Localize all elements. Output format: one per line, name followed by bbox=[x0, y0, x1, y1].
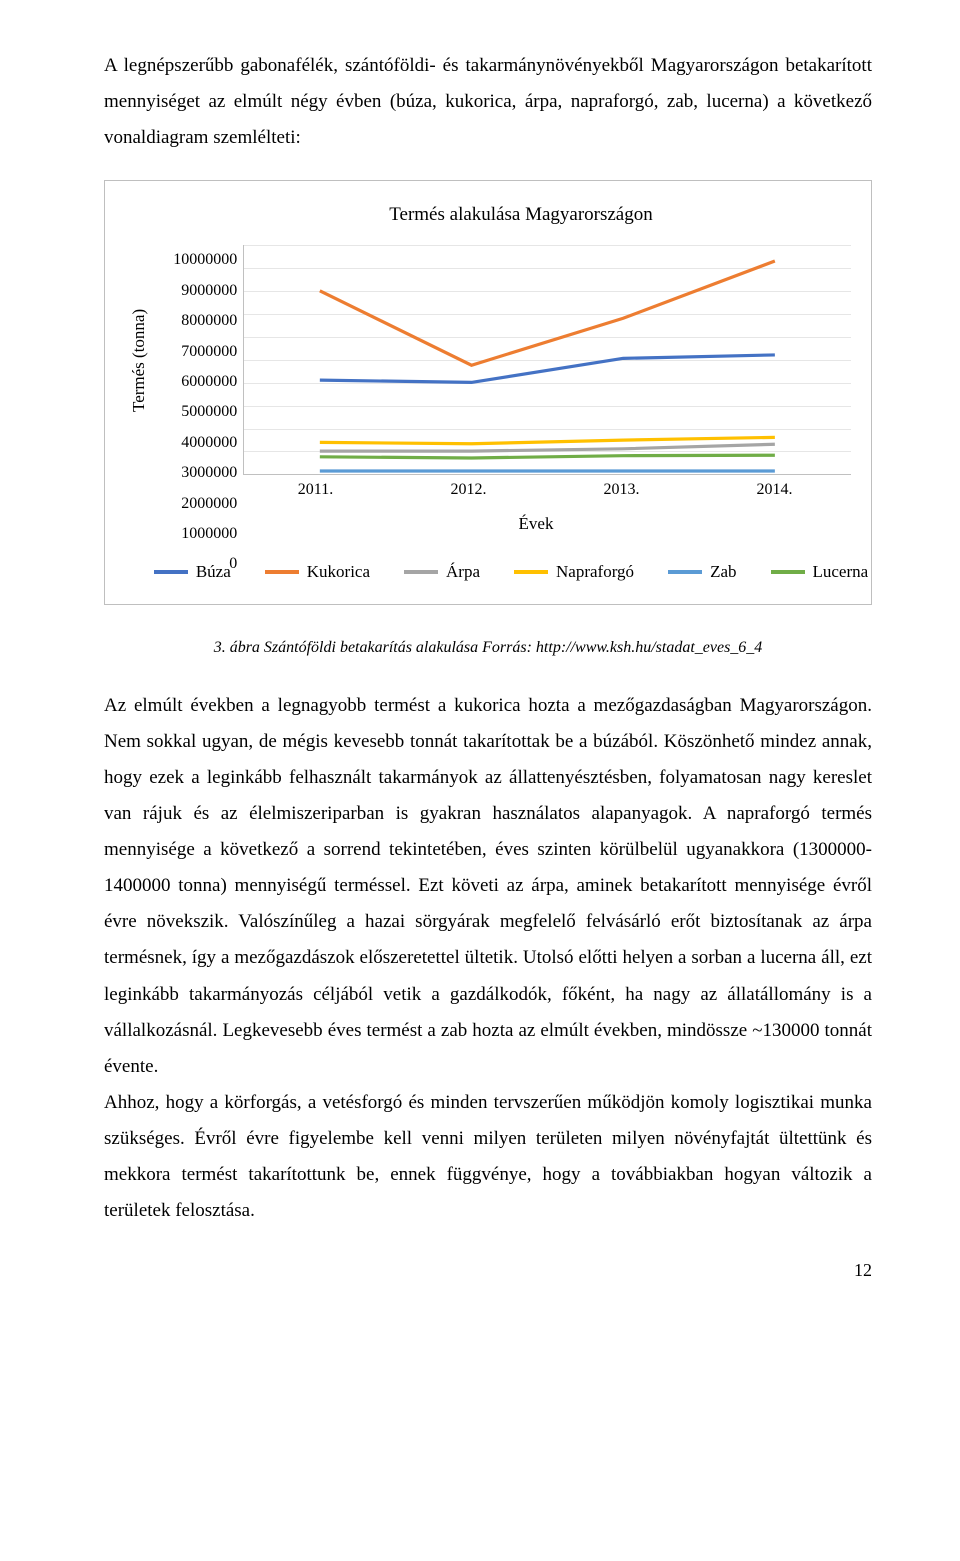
y-axis-ticks: 1000000090000008000000700000060000005000… bbox=[157, 245, 243, 475]
legend-label: Kukorica bbox=[307, 556, 370, 588]
y-tick: 9000000 bbox=[181, 276, 237, 306]
legend-swatch bbox=[514, 570, 548, 574]
y-tick: 6000000 bbox=[181, 367, 237, 397]
legend-item: Napraforgó bbox=[514, 556, 634, 588]
series-kukorica bbox=[320, 261, 775, 365]
legend-item: Árpa bbox=[404, 556, 480, 588]
series-napraforgó bbox=[320, 438, 775, 444]
legend-label: Zab bbox=[710, 556, 736, 588]
series-árpa bbox=[320, 445, 775, 452]
x-axis-label: Évek bbox=[221, 508, 851, 540]
body-paragraph-1: Az elmúlt években a legnagyobb termést a… bbox=[104, 688, 872, 1085]
legend-swatch bbox=[265, 570, 299, 574]
x-tick: 2013. bbox=[545, 475, 698, 505]
legend-label: Árpa bbox=[446, 556, 480, 588]
intro-paragraph: A legnépszerűbb gabonafélék, szántóföldi… bbox=[104, 48, 872, 156]
legend-swatch bbox=[771, 570, 805, 574]
body-text: Az elmúlt években a legnagyobb termést a… bbox=[104, 688, 872, 1229]
legend-item: Lucerna bbox=[771, 556, 869, 588]
series-búza bbox=[320, 355, 775, 382]
chart-title: Termés alakulása Magyarországon bbox=[191, 197, 851, 233]
legend-label: Búza bbox=[196, 556, 231, 588]
chart-container: Termés alakulása Magyarországon Termés (… bbox=[104, 180, 872, 605]
body-paragraph-2: Ahhoz, hogy a körforgás, a vetésforgó és… bbox=[104, 1085, 872, 1229]
x-tick: 2014. bbox=[698, 475, 851, 505]
y-tick: 1000000 bbox=[181, 519, 237, 549]
legend-swatch bbox=[154, 570, 188, 574]
y-tick: 8000000 bbox=[181, 306, 237, 336]
page-number: 12 bbox=[104, 1253, 872, 1287]
legend-item: Kukorica bbox=[265, 556, 370, 588]
chart-svg bbox=[244, 245, 851, 474]
y-tick: 7000000 bbox=[181, 337, 237, 367]
legend: BúzaKukoricaÁrpaNapraforgóZabLucerna bbox=[171, 556, 851, 588]
legend-label: Lucerna bbox=[813, 556, 869, 588]
series-lucerna bbox=[320, 456, 775, 459]
y-tick: 3000000 bbox=[181, 458, 237, 488]
legend-swatch bbox=[404, 570, 438, 574]
x-axis-ticks: 2011.2012.2013.2014. bbox=[239, 475, 851, 505]
y-tick: 5000000 bbox=[181, 397, 237, 427]
y-tick: 2000000 bbox=[181, 489, 237, 519]
y-axis-label: Termés (tonna) bbox=[121, 245, 157, 475]
y-tick: 10000000 bbox=[173, 245, 237, 275]
x-tick: 2011. bbox=[239, 475, 392, 505]
plot-area bbox=[243, 245, 851, 475]
legend-swatch bbox=[668, 570, 702, 574]
legend-item: Zab bbox=[668, 556, 736, 588]
y-tick: 4000000 bbox=[181, 428, 237, 458]
legend-item: Búza bbox=[154, 556, 231, 588]
legend-label: Napraforgó bbox=[556, 556, 634, 588]
x-tick: 2012. bbox=[392, 475, 545, 505]
chart-caption: 3. ábra Szántóföldi betakarítás alakulás… bbox=[104, 633, 872, 663]
